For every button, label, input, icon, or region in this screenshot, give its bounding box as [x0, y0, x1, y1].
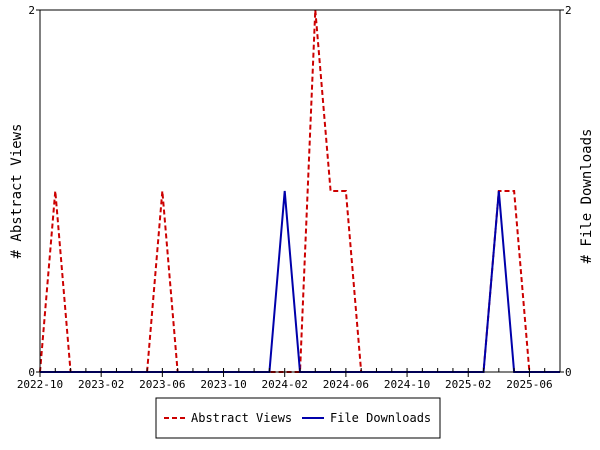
legend-label-abstract-views: Abstract Views: [191, 411, 292, 425]
x-tick-label: 2022-10: [17, 378, 63, 391]
axis-ticks: 2022-10 2023-02 2023-06 2023-10 2024-02 2024-…: [17, 4, 572, 391]
x-tick-label: 2023-02: [78, 378, 124, 391]
y-right-tick-label: 0: [565, 366, 572, 379]
series-line-file-downloads: [40, 190, 560, 373]
y-axis-left-title: # Abstract Views: [9, 124, 25, 259]
series-line-abstract-views: [39, 9, 560, 373]
y-left-tick-label: 0: [28, 366, 35, 379]
x-tick-label: 2025-06: [506, 378, 552, 391]
x-tick-label: 2023-10: [200, 378, 246, 391]
x-tick-label: 2023-06: [139, 378, 185, 391]
plot-frame: [39, 9, 561, 373]
x-tick-label: 2024-10: [384, 378, 430, 391]
legend-box: [155, 397, 441, 439]
y-axis-right-title: # File Downloads: [579, 129, 595, 264]
y-left-tick-label: 2: [28, 4, 35, 17]
x-tick-label: 2024-02: [262, 378, 308, 391]
y-right-tick-label: 2: [565, 4, 572, 17]
legend: Abstract Views File Downloads: [155, 397, 441, 439]
x-tick-label: 2024-06: [323, 378, 369, 391]
x-tick-label: 2025-02: [445, 378, 491, 391]
plot-area: [39, 9, 560, 373]
legend-label-file-downloads: File Downloads: [330, 411, 431, 425]
